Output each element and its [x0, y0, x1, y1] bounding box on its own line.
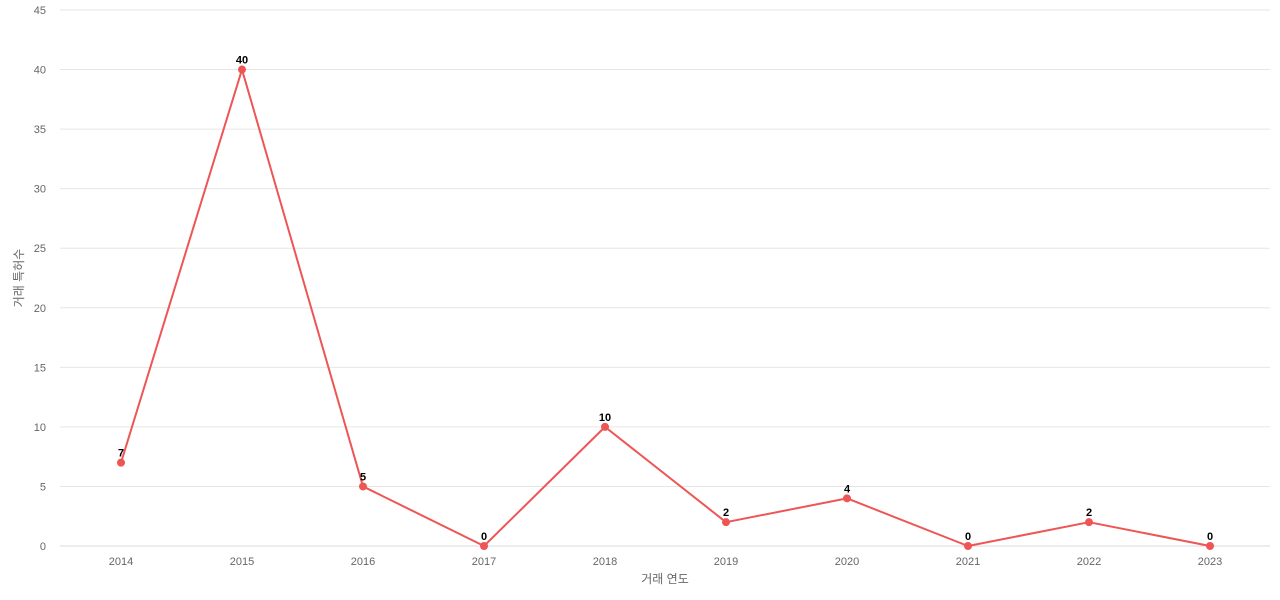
data-label: 7: [118, 448, 124, 460]
data-point[interactable]: [359, 482, 367, 491]
data-label: 0: [481, 531, 487, 543]
x-tick-label: 2019: [714, 556, 738, 568]
data-point[interactable]: [964, 542, 972, 550]
x-tick-label: 2017: [472, 556, 496, 568]
y-tick-label: 20: [34, 303, 46, 315]
x-tick-label: 2018: [593, 556, 617, 568]
data-label: 40: [236, 55, 248, 67]
x-tick-label: 2022: [1077, 556, 1101, 568]
data-point[interactable]: [1085, 518, 1093, 527]
y-tick-label: 40: [34, 65, 46, 77]
x-tick-label: 2021: [956, 556, 980, 568]
x-tick-label: 2020: [835, 556, 859, 568]
x-tick-label: 2023: [1198, 556, 1222, 568]
series-line: [120, 68, 1211, 547]
y-tick-label: 15: [34, 362, 46, 374]
x-tick-label: 2014: [109, 556, 133, 568]
data-point[interactable]: [1206, 542, 1214, 550]
x-axis-title: 거래 연도: [641, 572, 689, 586]
y-tick-label: 5: [40, 481, 46, 493]
data-label: 4: [844, 483, 851, 495]
data-label: 10: [599, 412, 611, 424]
grid-lines: [60, 9, 1270, 547]
y-tick-label: 35: [34, 124, 46, 136]
series-layer: [117, 65, 1214, 550]
y-tick-label: 30: [34, 184, 46, 196]
data-label: 0: [965, 531, 971, 543]
y-tick-label: 45: [34, 5, 46, 17]
data-point[interactable]: [480, 542, 488, 550]
data-point[interactable]: [601, 422, 609, 431]
y-tick-label: 25: [34, 243, 46, 255]
data-label: 2: [723, 507, 729, 519]
x-tick-label: 2015: [230, 556, 254, 568]
data-point[interactable]: [117, 458, 125, 467]
y-axis-title: 거래 특허수: [12, 249, 26, 308]
data-point[interactable]: [722, 518, 730, 527]
data-label: 2: [1086, 507, 1092, 519]
y-tick-label: 0: [40, 541, 46, 553]
y-tick-label: 10: [34, 422, 46, 434]
data-point[interactable]: [238, 65, 246, 74]
data-label: 0: [1207, 531, 1213, 543]
y-axis: 0 5 10 15 20 25 30 35 40 45: [34, 5, 46, 553]
x-tick-label: 2016: [351, 556, 375, 568]
x-axis: 2014 2015 2016 2017 2018 2019 2020 2021 2022 2023: [109, 556, 1222, 568]
data-point[interactable]: [843, 494, 851, 503]
data-label: 5: [360, 471, 366, 483]
